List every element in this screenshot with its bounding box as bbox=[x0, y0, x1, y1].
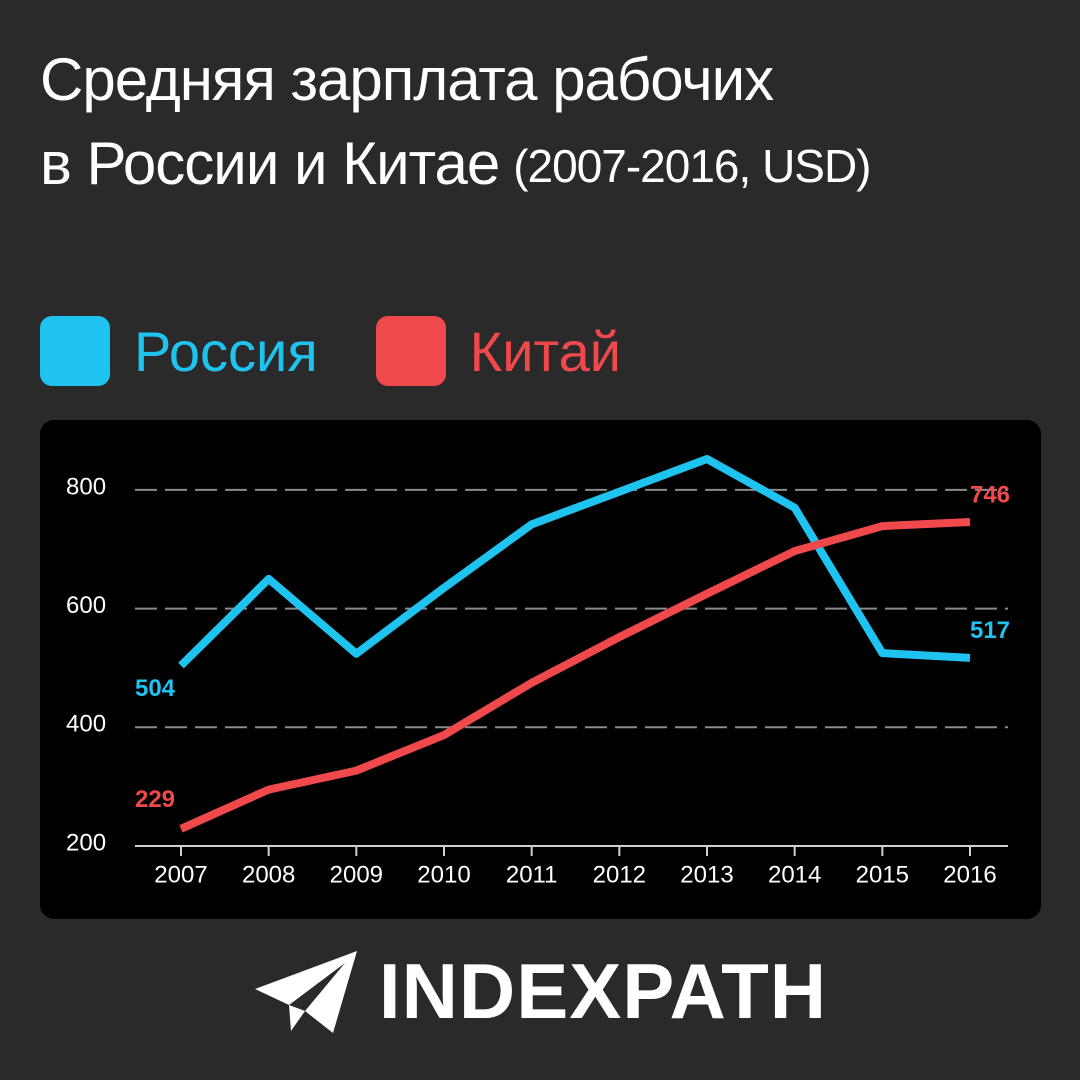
series-line bbox=[178, 455, 971, 669]
x-tick-label: 2016 bbox=[943, 861, 996, 888]
plot-panel bbox=[40, 420, 1041, 919]
series-line bbox=[179, 517, 971, 833]
x-tick-label: 2013 bbox=[680, 861, 733, 888]
legend-swatch bbox=[375, 316, 446, 386]
x-tick-label: 2011 bbox=[506, 861, 558, 888]
x-tick-label: 2009 bbox=[330, 861, 383, 888]
y-tick-label: 600 bbox=[66, 592, 106, 619]
y-tick-label: 400 bbox=[66, 711, 106, 738]
y-tick-label: 800 bbox=[66, 473, 106, 500]
x-tick-label: 2012 bbox=[593, 861, 646, 888]
legend-item: Китай bbox=[375, 316, 621, 386]
brand-icon bbox=[254, 950, 357, 1033]
brand-name: INDEXPATH bbox=[378, 947, 828, 1035]
x-tick-label: 2007 bbox=[154, 861, 207, 888]
legend-label: Россия bbox=[134, 319, 318, 383]
value-label: 504 bbox=[135, 675, 176, 702]
legend: Россия Китай bbox=[40, 316, 679, 386]
x-tick-label: 2014 bbox=[768, 861, 821, 888]
title-block: Средняя зарплата рабочих в России и Кита… bbox=[40, 38, 1040, 206]
x-tick-label: 2008 bbox=[242, 861, 295, 888]
legend-item: Россия bbox=[40, 316, 318, 386]
chart-title: Средняя зарплата рабочих в России и Кита… bbox=[40, 46, 774, 197]
legend-label: Китай bbox=[469, 319, 621, 383]
chart-subtitle: (2007-2016, USD) bbox=[513, 140, 871, 192]
legend-swatch bbox=[40, 316, 110, 386]
x-tick-label: 2010 bbox=[417, 861, 470, 888]
value-label: 229 bbox=[135, 786, 175, 813]
brand: INDEXPATH bbox=[0, 946, 1080, 1037]
value-label: 517 bbox=[970, 617, 1010, 644]
x-tick-label: 2015 bbox=[856, 861, 909, 888]
value-label: 746 bbox=[970, 481, 1010, 508]
y-tick-label: 200 bbox=[66, 829, 106, 856]
